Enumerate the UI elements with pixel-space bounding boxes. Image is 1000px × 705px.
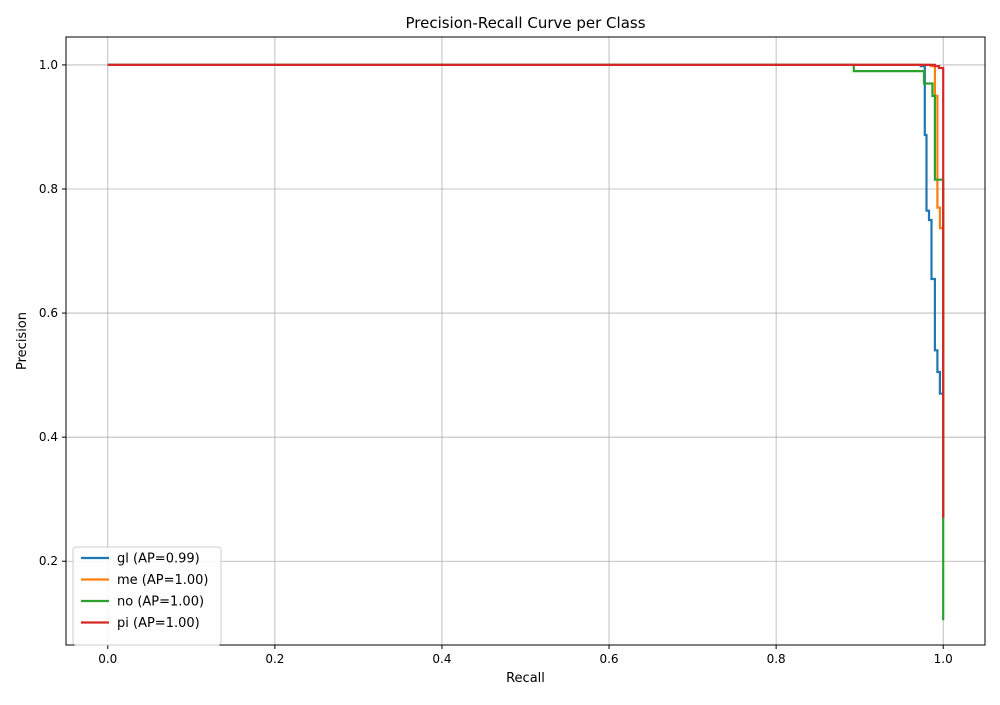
x-tick-label: 0.6 [599,652,618,666]
chart-title: Precision-Recall Curve per Class [405,14,645,32]
legend-box [72,546,222,646]
x-tick-label: 0.8 [767,652,786,666]
x-tick-label: 1.0 [934,652,953,666]
series-line-4 [107,63,945,518]
y-tick-label: 0.8 [39,182,58,196]
legend-label: me (AP=1.00) [117,573,209,588]
series-line-1 [107,63,945,518]
legend-label: pi (AP=1.00) [117,616,200,631]
series-line-3 [107,63,945,621]
y-tick-label: 0.2 [39,554,58,568]
y-tick-label: 1.0 [39,58,58,72]
legend: gl (AP=0.99) me (AP=1.00) no (AP=1.00) pi (… [72,546,222,646]
axis-ticks: 0.0 0.2 0.4 0.6 0.8 1.0 0.2 0.4 0.6 0.8 1.0 [39,58,953,666]
series-lines [107,63,945,621]
legend-label: no (AP=1.00) [117,595,204,610]
plot-frame [65,36,986,646]
y-axis-label: Precision [15,312,30,370]
legend-label: gl (AP=0.99) [117,552,200,567]
x-tick-label: 0.2 [265,652,284,666]
y-tick-label: 0.4 [39,430,58,444]
y-tick-label: 0.6 [39,306,58,320]
x-tick-label: 0.0 [98,652,117,666]
x-tick-label: 0.4 [432,652,451,666]
x-axis-label: Recall [506,671,545,686]
